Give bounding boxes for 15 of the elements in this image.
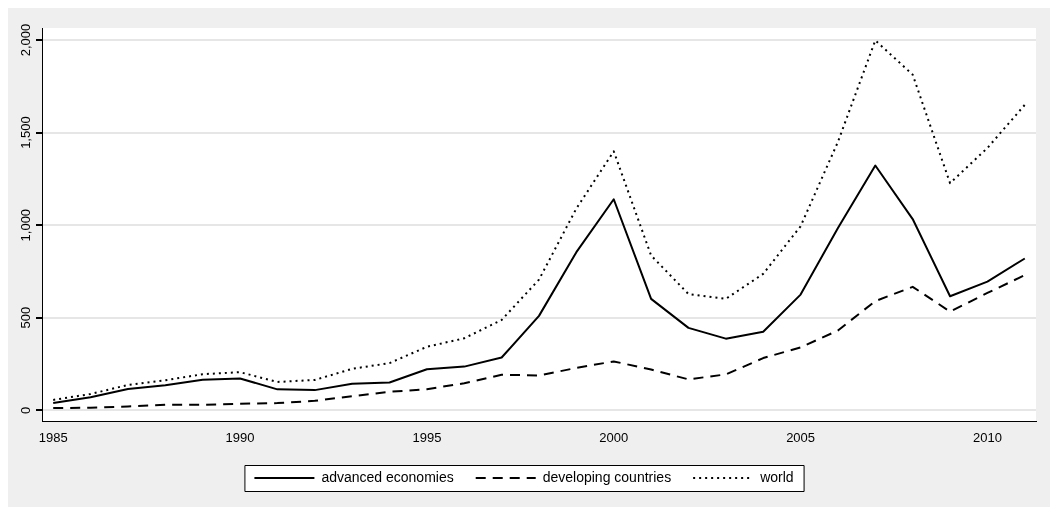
x-tick-label: 1985: [38, 429, 68, 445]
x-tick-label: 2010: [972, 429, 1002, 445]
x-tick-label: 2005: [786, 429, 816, 445]
x-tick-label: 1995: [412, 429, 442, 445]
line-series: [52, 274, 1026, 410]
y-tick-label: 1,000: [18, 208, 34, 242]
legend-label: advanced economies: [321, 468, 454, 485]
y-tick-label: 2,000: [18, 23, 34, 57]
y-tick-label: 500: [18, 306, 34, 329]
x-tick-label: 1990: [225, 429, 255, 445]
legend-label: world: [759, 468, 794, 485]
x-tick-label: 2000: [599, 429, 629, 445]
legend-label: developing countries: [542, 468, 672, 485]
y-tick-label: 1,500: [18, 116, 34, 149]
y-tick-label: 0: [18, 406, 34, 414]
